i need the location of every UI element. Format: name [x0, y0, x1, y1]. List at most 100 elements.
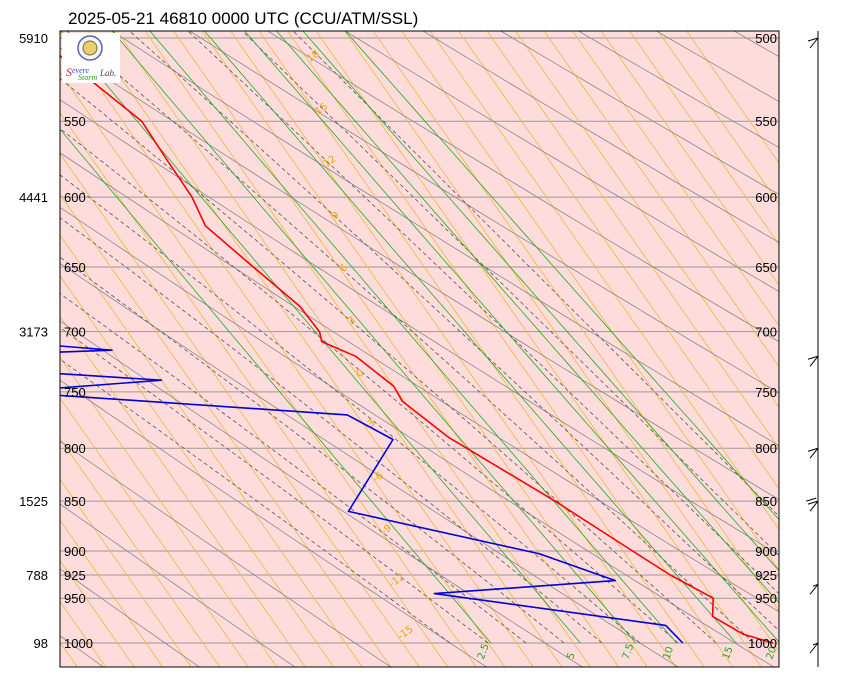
wind-barb-flag [807, 355, 819, 360]
lab-logo: Severe Storm Lab. [62, 33, 120, 83]
temperature-trace [60, 54, 774, 644]
isotherm-line [60, 275, 335, 667]
height-label: 4441 [19, 190, 48, 205]
moist-adiabat-lines [60, 31, 779, 644]
isotherm-line [486, 31, 779, 449]
isotherm-label: 6 [338, 262, 350, 275]
isotherm-line [429, 31, 779, 531]
logo-seal-core [82, 40, 98, 56]
moist-adiabat-line [60, 77, 717, 644]
isotherm-line [686, 31, 779, 164]
wind-barb [806, 497, 819, 512]
mixing-ratio-label: 2.5 [476, 642, 492, 661]
isotherm-line [60, 193, 392, 667]
dry-adiabat-line [60, 440, 392, 667]
pressure-label-right: 800 [755, 441, 777, 456]
height-label: 1525 [19, 494, 48, 509]
moist-adiabat-line [60, 174, 641, 644]
moist-adiabat-line [60, 217, 603, 644]
pressure-label-right: 750 [755, 385, 777, 400]
moist-adiabat-line [128, 31, 779, 632]
wind-barb-flag [806, 497, 817, 502]
pressure-label-right: 925 [755, 568, 777, 583]
pressure-label-left: 800 [64, 441, 86, 456]
isotherm-line [60, 112, 449, 667]
mixing-ratio-label: 15 [721, 645, 736, 661]
isotherm-label: 3 [346, 315, 358, 328]
dry-adiabat-line [60, 262, 679, 667]
pressure-label-left: 925 [64, 568, 86, 583]
wind-barb-staff [809, 447, 819, 459]
isotherm-line [344, 31, 779, 653]
isotherm-line [600, 31, 779, 286]
pressure-label-right: 850 [755, 494, 777, 509]
isotherm-line [60, 71, 477, 667]
height-labels: 5910 4441 3173 1525 788 98 [19, 31, 48, 651]
profile-traces [60, 54, 774, 644]
isotherm-line [0, 0, 5, 686]
isotherm-line [629, 31, 779, 246]
pressure-label-left: 550 [64, 114, 86, 129]
isotherm-label: 9 [330, 210, 342, 223]
mixing-ratio-label: 10 [661, 645, 676, 661]
isotherm-line [258, 31, 705, 667]
dry-adiabat-line [577, 31, 779, 149]
pressure-label-right: 950 [755, 591, 777, 606]
dry-adiabat-line [60, 568, 200, 667]
isotherm-line [60, 438, 221, 667]
stable-region [0, 31, 60, 697]
wind-barb-flag [807, 500, 819, 505]
logo-text-severe: evere [72, 66, 89, 75]
pressure-label-right: 900 [755, 544, 777, 559]
mixing-ratio-label: 5 [565, 651, 578, 661]
pressure-labels-right: 500 550 600 650 700 750 800 850 900 925 950 1000 [748, 31, 777, 651]
mixing-ratio-label: 7.5 [621, 642, 637, 661]
pressure-label-right: 700 [755, 325, 777, 340]
wind-barb-staff [809, 355, 819, 367]
isotherm-line [230, 31, 677, 667]
isotherm-line [315, 31, 762, 667]
wind-barb-half [812, 642, 819, 646]
isotherm-line [60, 478, 192, 667]
plot-frame [59, 30, 780, 668]
chart-title: 2025-05-21 46810 0000 UTC (CCU/ATM/SSL) [68, 9, 418, 28]
dry-adiabat-line [60, 320, 584, 667]
mixing-ratio-label: 20 [765, 645, 780, 661]
isotherm-line [173, 31, 620, 667]
isotherm-line [572, 31, 779, 327]
wind-barb [807, 447, 819, 459]
isotherm-line [287, 31, 734, 667]
logo-text-s: S [66, 65, 72, 79]
pressure-label-left: 900 [64, 544, 86, 559]
isotherm-line [401, 31, 779, 571]
moist-adiabat-line [60, 358, 451, 644]
mixing-ratio-line [60, 128, 492, 644]
isotherm-line [515, 31, 779, 409]
height-label: 5910 [19, 31, 48, 46]
isotherm-line [657, 31, 779, 205]
dewpoint-trace [60, 345, 684, 644]
logo-text-storm: Storm [78, 73, 97, 82]
isotherm-line [60, 153, 420, 667]
mixing-ratio-line [344, 31, 779, 521]
dry-adiabat-line [344, 31, 779, 293]
mixing-ratio-line [204, 31, 737, 644]
dry-adiabat-line [500, 31, 779, 195]
height-label: 98 [34, 636, 48, 651]
isotherm-line [201, 31, 648, 667]
isotherm-line [60, 315, 306, 667]
mixing-ratio-line [244, 31, 779, 643]
moist-adiabat-line [60, 128, 679, 644]
mixing-ratio-line [149, 31, 677, 644]
moist-adiabat-line [187, 31, 779, 595]
pressure-label-left: 850 [64, 494, 86, 509]
pressure-label-left: 700 [64, 325, 86, 340]
isotherm-line [60, 560, 135, 667]
isotherm-label: 0 [355, 367, 367, 380]
